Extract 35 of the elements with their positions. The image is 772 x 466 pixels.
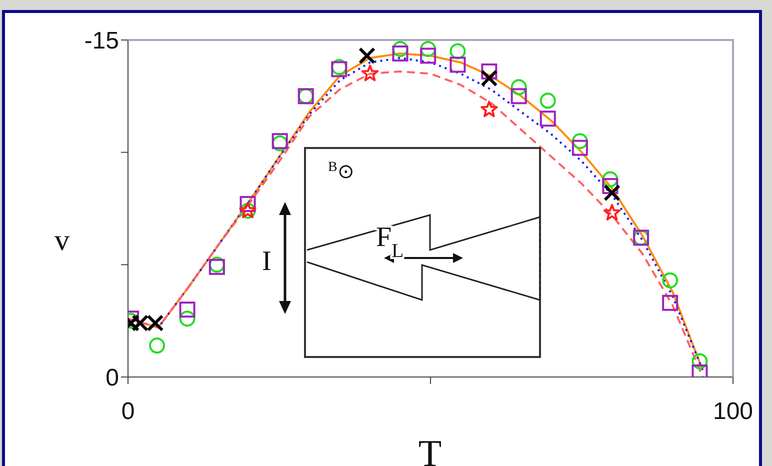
point (662, 294, 678, 311)
point (540, 110, 556, 127)
point (179, 310, 196, 327)
point (572, 140, 588, 156)
point (480, 70, 498, 87)
point (604, 184, 620, 202)
point (481, 63, 498, 80)
point (603, 204, 621, 220)
point (480, 100, 498, 118)
point (420, 48, 436, 64)
point (602, 178, 618, 194)
point (450, 56, 466, 73)
point (572, 133, 588, 150)
point (540, 92, 556, 109)
point (510, 88, 527, 104)
x-tick-label: 100 (712, 398, 754, 426)
point (149, 338, 166, 354)
point (361, 64, 379, 82)
point (358, 47, 376, 64)
y-tick-label: -15 (84, 28, 119, 55)
annotation: $^{B}$⊙ (328, 160, 354, 183)
y-axis-title: v (54, 224, 70, 257)
point (602, 171, 618, 188)
point (662, 272, 678, 288)
point (179, 302, 196, 318)
point (392, 40, 408, 57)
annotation: I (262, 246, 272, 277)
point (692, 353, 708, 370)
point (420, 40, 436, 57)
point (450, 43, 466, 60)
point (510, 79, 527, 96)
point (240, 196, 256, 212)
annotation: F$_{L}$ (376, 222, 404, 262)
x-axis-title: T (418, 433, 442, 466)
point (392, 45, 408, 62)
